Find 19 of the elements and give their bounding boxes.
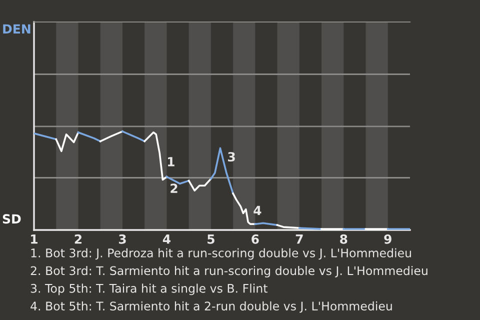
annotation: 4 <box>254 206 262 216</box>
text: 3. Top 5th: T. Taira hit a single vs B. Flint <box>30 284 268 296</box>
x-tick-label: 2 <box>74 234 82 244</box>
x-tick-label: 9 <box>384 234 392 244</box>
text: SD <box>2 214 21 224</box>
annotation: 2 <box>170 184 178 193</box>
x-tick-label: 5 <box>208 234 214 244</box>
annotation: 3 <box>228 152 235 162</box>
text: 1. Bot 3rd: J. Pedroza hit a run-scoring double vs J. L'Hommedieu <box>31 248 411 260</box>
text: DEN <box>3 24 30 34</box>
x-tick-label: 7 <box>296 234 303 244</box>
text: 2. Bot 3rd: T. Sarmiento hit a run-scoring double vs J. L'Hommedieu <box>30 266 428 278</box>
annotation: 1 <box>168 157 174 166</box>
x-tick-label: 4 <box>162 234 170 244</box>
x-tick-label: 6 <box>252 234 259 244</box>
text: 4. Bot 5th: T. Sarmiento hit a 2-run double vs J. L'Hommedieu <box>30 301 392 313</box>
x-tick-label: 3 <box>118 234 126 244</box>
x-tick-label: 1 <box>31 234 38 244</box>
x-tick-label: 8 <box>340 234 348 244</box>
